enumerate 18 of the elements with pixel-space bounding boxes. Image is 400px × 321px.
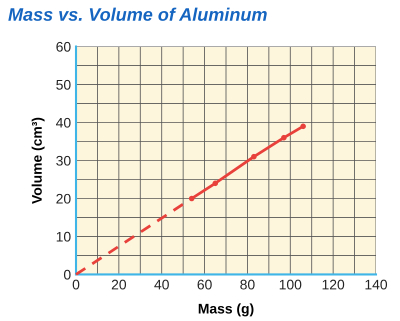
x-tick-label: 40 [154,280,169,290]
x-tick-label: 80 [240,280,255,290]
y-axis-title: Volume (cm³) [32,118,45,204]
y-tick-label: 40 [56,118,71,128]
x-tick-label: 0 [72,280,80,290]
y-tick-label: 20 [56,194,71,204]
y-tick-label: 10 [56,232,71,242]
y-tick-label: 50 [56,80,71,90]
x-tick-label: 120 [322,280,344,290]
y-tick-label: 0 [64,270,71,280]
x-axis-title: Mass (g) [198,303,254,316]
y-tick-label: 30 [56,156,71,166]
x-tick-label: 140 [365,280,388,290]
chart-title: Mass vs. Volume of Aluminum [8,8,267,21]
x-tick-label: 60 [198,280,212,290]
x-tick-label: 100 [280,280,302,290]
y-tick-label: 60 [56,42,71,52]
x-tick-label: 20 [112,280,126,290]
